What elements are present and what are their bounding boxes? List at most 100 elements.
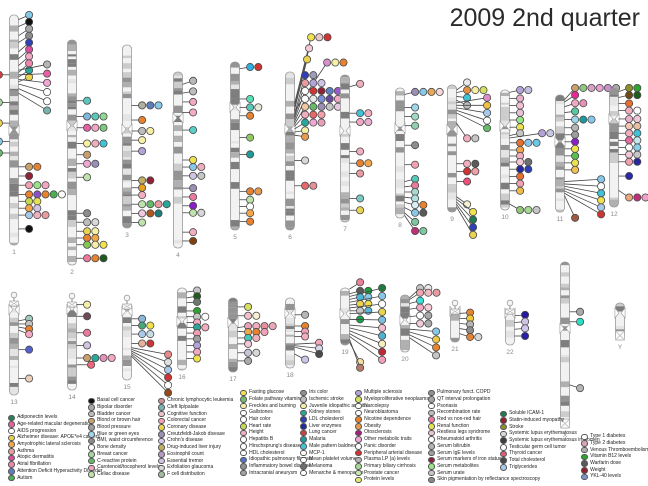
trait-dot [571,107,580,116]
trait-dot [138,191,147,200]
trait-dot [307,33,316,42]
trait-dot [416,319,425,328]
trait-dot [305,44,314,53]
trait-dot [91,112,100,121]
trait-dot [25,224,34,233]
trait-dot [432,288,441,297]
trait-dot [483,108,492,117]
trait-dot [87,360,96,369]
trait-dot [83,254,92,263]
marker-connector-line [409,337,437,356]
trait-dot [416,296,425,305]
trait-dot [411,103,420,112]
trait-dot [378,347,387,356]
chromosome-11: 11 [554,83,621,223]
trait-dot [25,197,34,206]
trait-dot [301,156,310,165]
trait-dot [301,110,310,119]
trait-dot [193,347,202,356]
trait-dot [411,208,420,217]
trait-dot [254,103,263,112]
trait-dot [146,339,155,348]
trait-dot [43,60,52,69]
marker-connector-line [564,178,602,182]
marker-connector-line [349,333,383,353]
chromosome-21: 21 [449,299,483,353]
marker-connector-line [131,350,169,371]
trait-dot [633,136,642,145]
trait-dot [25,181,34,190]
trait-dot [246,94,255,103]
trait-dot [463,177,472,186]
trait-dot [625,99,634,108]
trait-dot [301,181,310,190]
chromosome-bands [340,75,350,222]
trait-dot [378,355,387,364]
trait-dot [0,149,3,157]
trait-dot [516,108,525,117]
trait-dot [317,86,326,95]
chromosome-14: 14 [66,292,116,401]
trait-dot [91,227,100,236]
trait-dot [323,58,332,67]
trait-dot [483,93,492,102]
chromosome-label: 12 [610,211,618,218]
marker-connector-line [564,190,602,208]
trait-dot [83,341,92,350]
trait-dot [268,322,277,331]
trait-dot [524,138,533,147]
trait-dot [597,196,606,205]
trait-dot [483,124,492,133]
chromosome-17: 17 [227,297,277,383]
trait-dot [633,106,642,115]
chromosome-label: 8 [398,222,402,229]
trait-dot [521,331,530,340]
marker-connector-line [456,206,474,236]
trait-dot [597,175,606,184]
trait-dot [579,99,588,108]
marker-connector-line [564,188,602,201]
chromosome-10: 10 [499,86,555,221]
trait-dot [246,111,255,120]
chromosome-label: 18 [286,372,294,379]
trait-dot [33,190,42,199]
trait-dot [138,339,147,348]
chromosome-bands [555,95,565,212]
trait-dot [466,332,475,341]
marker-connector-line [294,346,320,355]
trait-dot [378,331,387,340]
chromosome-bands [400,295,410,352]
trait-dot [138,136,147,145]
chromosome-label: 1 [12,249,16,256]
trait-dot [516,172,525,181]
trait-dot [99,353,108,362]
marker-connector-line [349,318,383,321]
trait-dot [301,94,310,103]
trait-dot [301,355,310,364]
chromosome-label: 17 [229,376,237,383]
trait-dot [138,176,147,185]
trait-dot [356,109,365,118]
trait-dot [356,79,365,88]
marker-connector-line [456,112,488,129]
trait-dot [579,115,588,124]
trait-dot [315,349,324,358]
trait-dot [164,350,173,359]
trait-dot [524,165,533,174]
trait-dot [571,83,580,92]
marker-connector-line [131,349,169,363]
trait-dot [252,348,261,357]
trait-dot [625,157,634,166]
trait-dot [317,118,326,127]
trait-dot [25,52,34,61]
trait-dot [427,87,436,96]
trait-dot [625,129,634,138]
trait-dot [463,78,472,87]
trait-dot [364,306,373,315]
marker-connector-line [564,192,602,215]
trait-dot [138,116,147,125]
trait-dot [633,150,642,159]
trait-dot [25,162,34,171]
trait-dot [625,114,634,123]
trait-dot [33,204,42,213]
